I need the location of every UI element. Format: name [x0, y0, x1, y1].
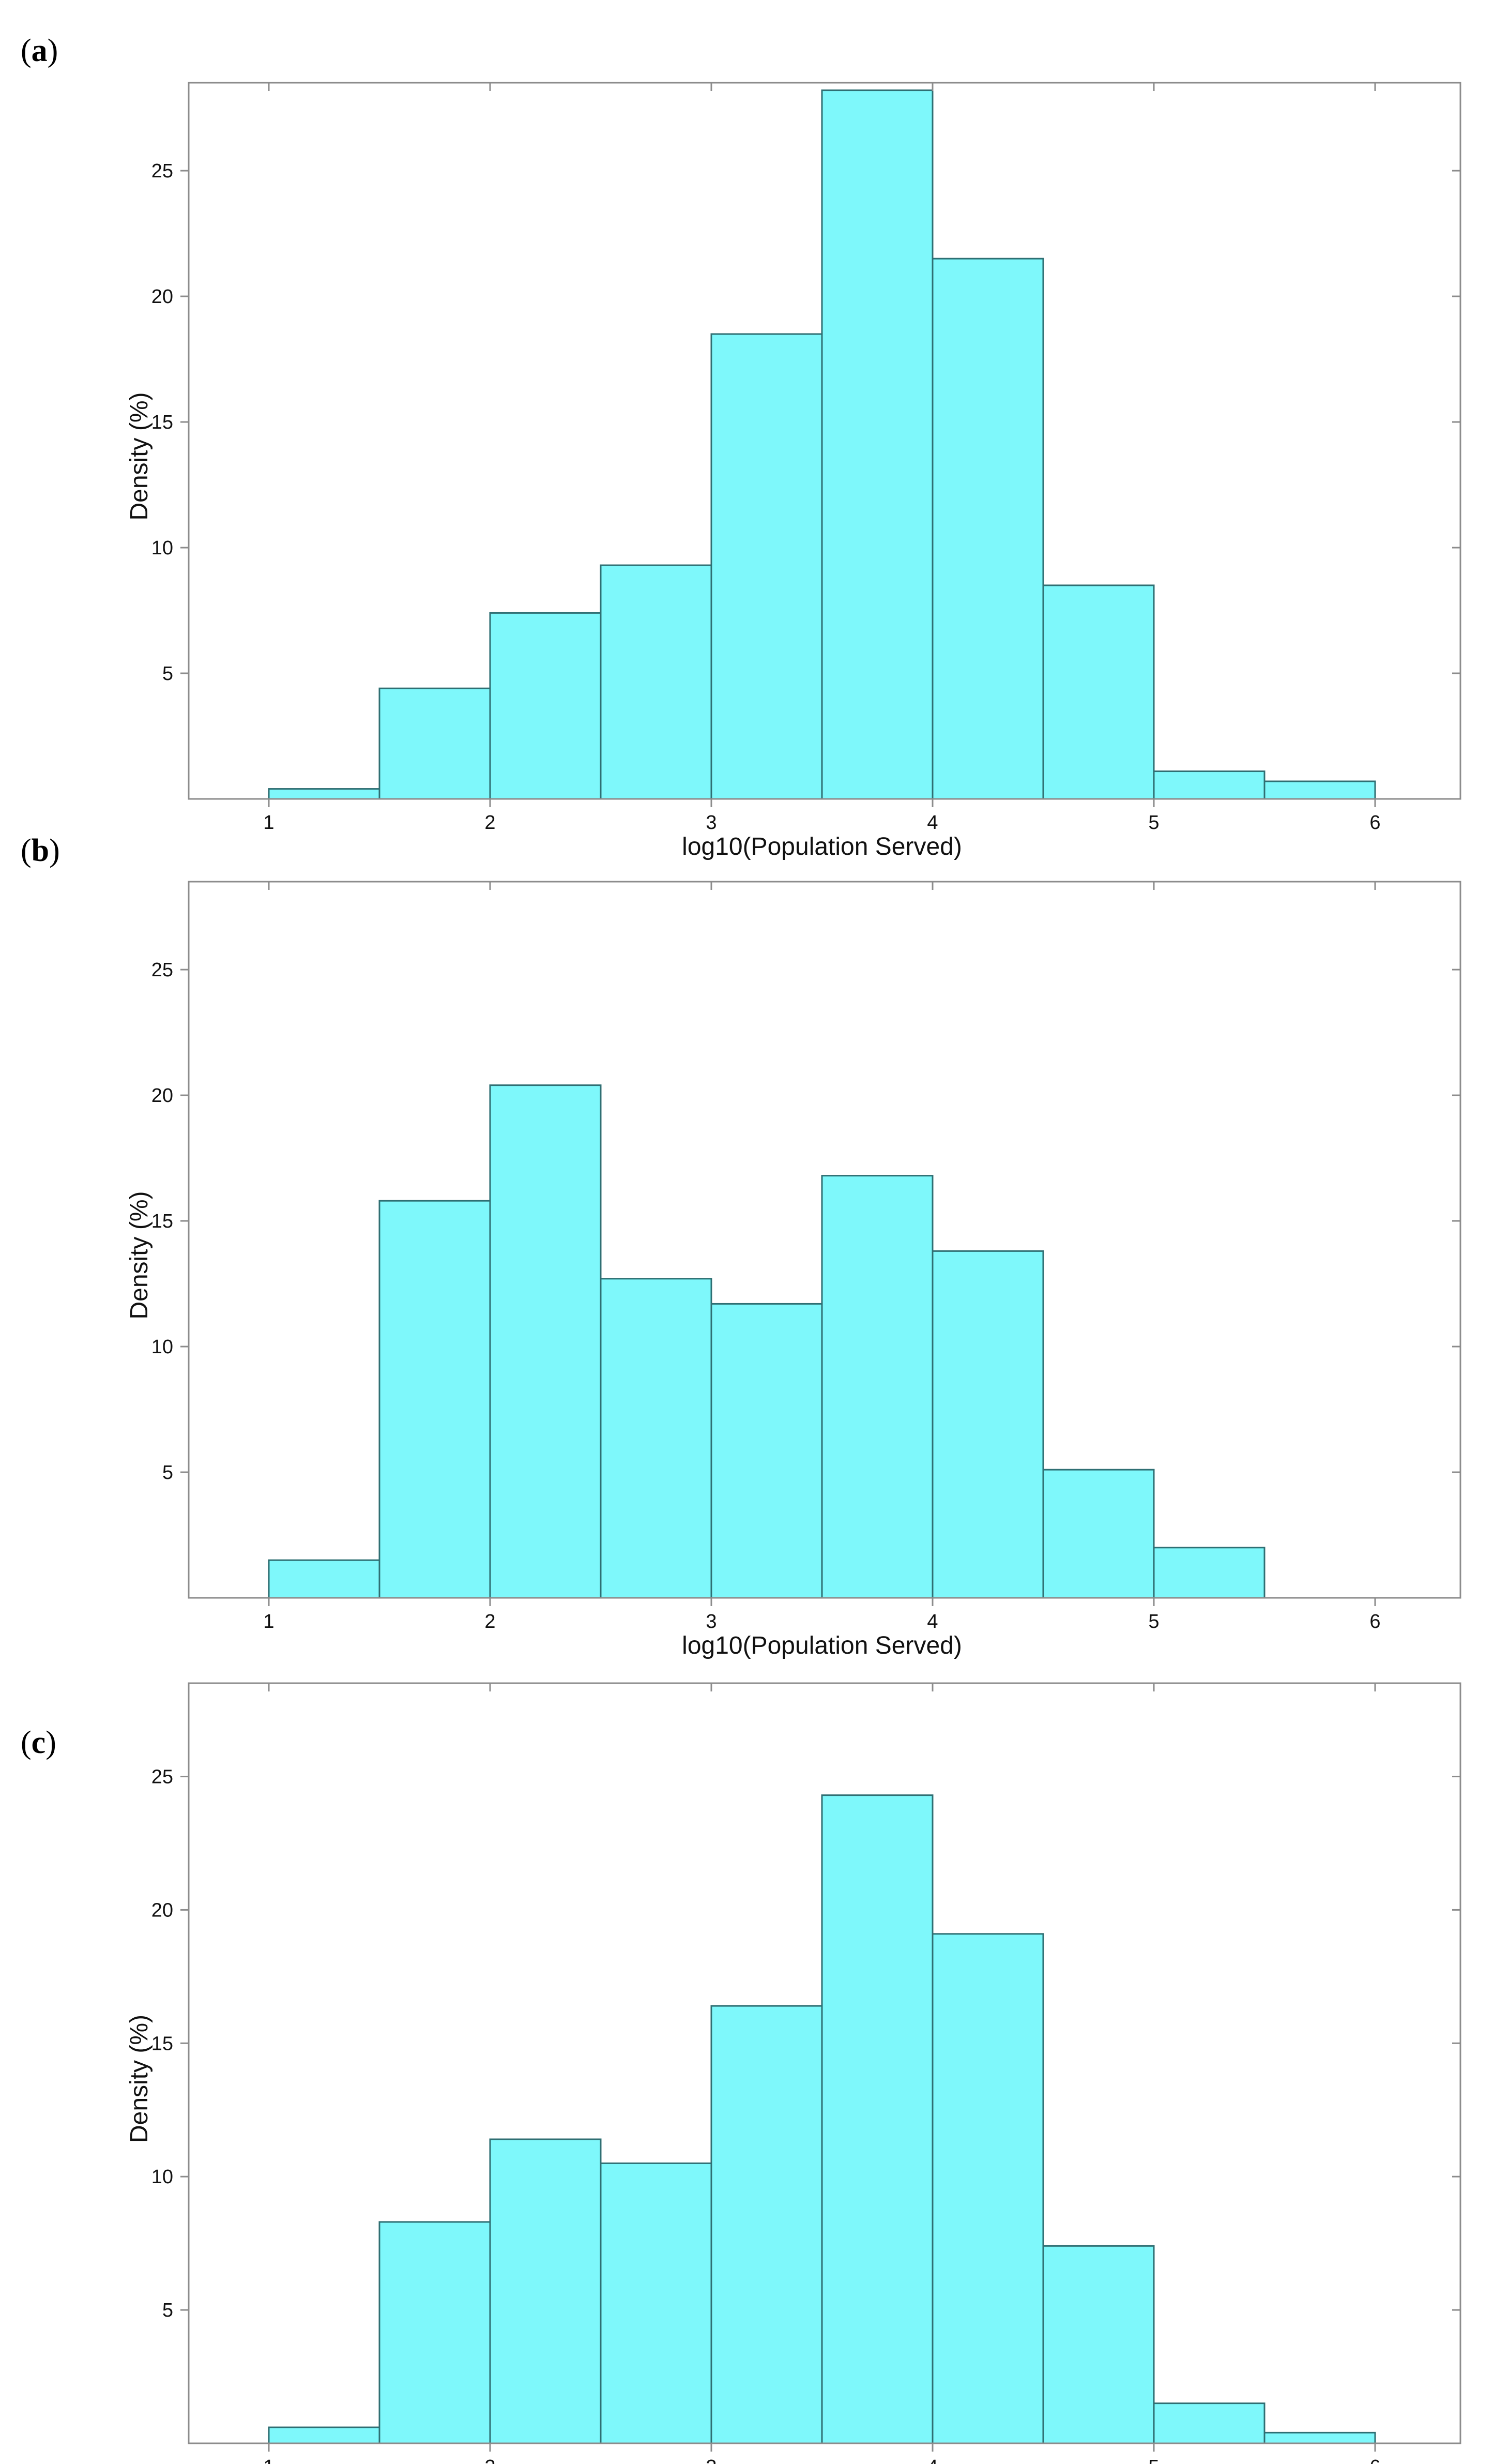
histogram-bar [932, 258, 1044, 800]
histogram-bar [1042, 2245, 1155, 2444]
histogram-bar [268, 1559, 380, 1599]
y-tick-label: 10 [151, 1336, 173, 1358]
histogram-bar [1153, 2402, 1266, 2444]
histogram-bar [268, 788, 380, 800]
histogram-bar [378, 687, 491, 800]
histogram-bar [932, 1933, 1044, 2444]
x-tick-label: 1 [263, 812, 274, 834]
x-tick-label: 6 [1369, 812, 1380, 834]
y-tick-label: 20 [151, 1085, 173, 1107]
histogram-bar [932, 1250, 1044, 1599]
x-tick-label: 5 [1148, 2456, 1159, 2464]
y-tick-label: 5 [162, 663, 173, 685]
panel-label: (b) [21, 833, 60, 868]
histogram-bar [1153, 1547, 1266, 1599]
x-tick-label: 6 [1369, 2456, 1380, 2464]
histogram-bar [1153, 770, 1266, 800]
x-tick-label: 4 [927, 812, 938, 834]
x-tick-label: 5 [1148, 812, 1159, 834]
y-tick-label: 25 [151, 1766, 173, 1788]
x-axis-label: log10(Population Served) [682, 833, 962, 860]
x-tick-label: 3 [706, 2456, 716, 2464]
panel-label: (c) [21, 1725, 56, 1760]
y-tick-label: 20 [151, 286, 173, 308]
histogram-bar [378, 2221, 491, 2444]
y-tick-label: 20 [151, 1899, 173, 1921]
histogram-bar [821, 89, 934, 800]
histogram-bar [600, 1278, 712, 1599]
histogram-bar [489, 612, 602, 800]
x-tick-label: 1 [263, 2456, 274, 2464]
histogram-bar [1042, 1469, 1155, 1599]
histogram-bar [1263, 780, 1376, 800]
histogram-bar [710, 2005, 823, 2444]
x-tick-label: 2 [484, 2456, 495, 2464]
y-axis-label: Density (%) [126, 392, 153, 520]
x-axis-label: log10(Population Served) [682, 1632, 962, 1659]
histogram-bar [600, 2162, 712, 2444]
y-tick-label: 25 [151, 959, 173, 981]
histogram-bar [489, 2138, 602, 2444]
y-tick-label: 15 [151, 1211, 173, 1232]
plot-frame [188, 881, 1461, 1599]
y-tick-label: 15 [151, 412, 173, 433]
histogram-bar [268, 2426, 380, 2444]
histogram-bar [821, 1175, 934, 1599]
y-tick-label: 15 [151, 2033, 173, 2054]
x-tick-label: 1 [263, 1611, 274, 1632]
x-tick-label: 2 [484, 812, 495, 834]
x-tick-label: 3 [706, 812, 716, 834]
x-tick-label: 6 [1369, 1611, 1380, 1632]
histogram-bar [378, 1200, 491, 1599]
histogram-bar [710, 333, 823, 800]
histogram-bar [600, 564, 712, 800]
y-tick-label: 5 [162, 1462, 173, 1484]
histogram-bar [489, 1084, 602, 1599]
y-tick-label: 5 [162, 2300, 173, 2321]
x-tick-label: 4 [927, 1611, 938, 1632]
panel-label: (a) [21, 33, 58, 68]
histogram-bar [821, 1794, 934, 2444]
x-tick-label: 2 [484, 1611, 495, 1632]
histogram-panel-b: (b) 1 2 3 4 5 6 5 10 15 20 25 log10(Population Serve… [21, 833, 1461, 1659]
histogram-bar [1263, 2431, 1376, 2444]
y-axis-label: Density (%) [126, 1191, 153, 1319]
x-tick-label: 3 [706, 1611, 716, 1632]
histogram-bar [710, 1303, 823, 1599]
histogram-bar [1042, 584, 1155, 800]
x-tick-label: 5 [1148, 1611, 1159, 1632]
y-tick-label: 25 [151, 160, 173, 182]
histogram-panel-a: (a) 1 2 3 4 5 6 5 10 15 20 25 log10(Population Serve… [21, 33, 1461, 860]
plot-frame [188, 82, 1461, 800]
y-tick-label: 10 [151, 537, 173, 559]
y-tick-label: 10 [151, 2166, 173, 2188]
plot-frame [188, 1682, 1461, 2444]
x-tick-label: 4 [927, 2456, 938, 2464]
y-axis-label: Density (%) [126, 2015, 153, 2143]
